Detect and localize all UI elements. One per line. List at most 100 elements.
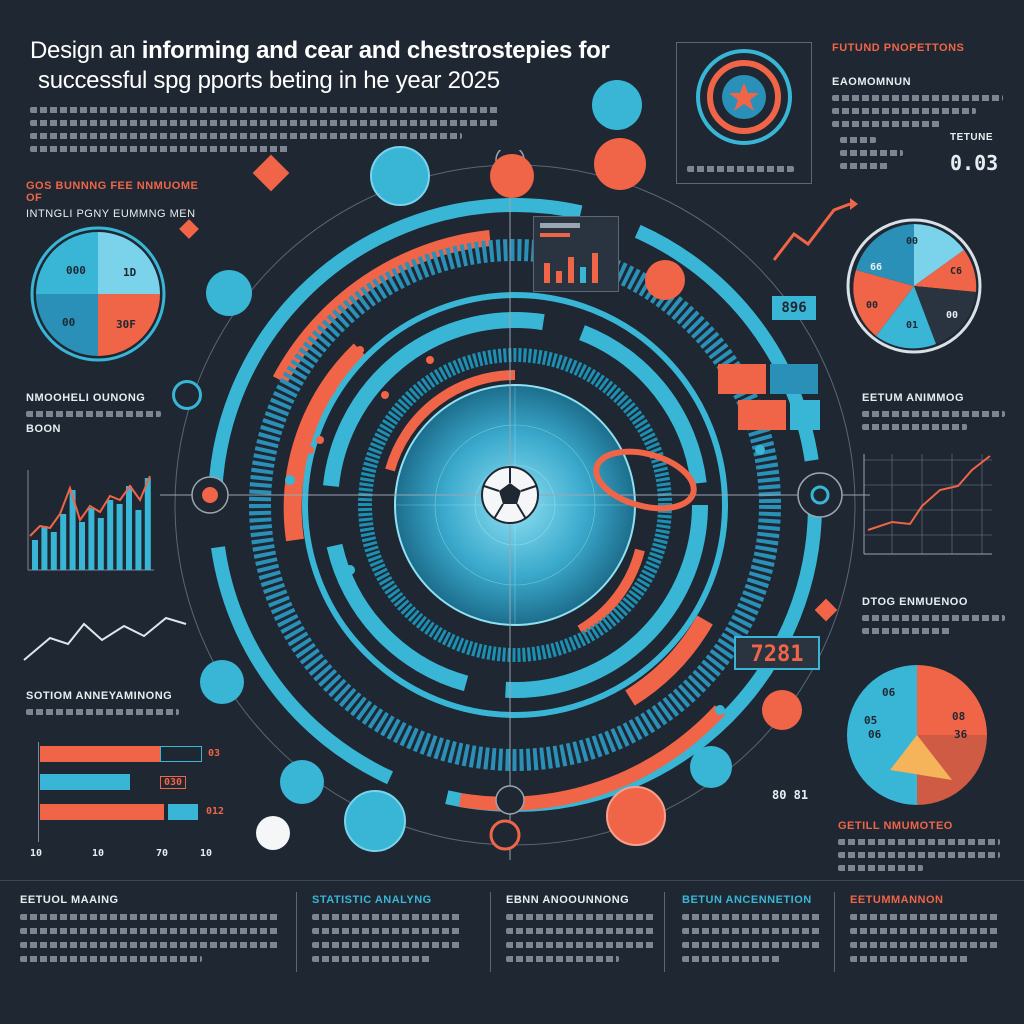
bar bbox=[40, 746, 160, 762]
left-bar-chart: 03 030 012 bbox=[30, 742, 240, 842]
pie-right-bottom-label: 06 bbox=[882, 686, 896, 699]
medal-icon bbox=[762, 690, 802, 730]
histogram-bar bbox=[88, 508, 95, 570]
bar bbox=[40, 774, 130, 790]
pie-left-label: 000 bbox=[66, 264, 86, 277]
histogram-bar bbox=[97, 518, 104, 570]
left-section-heading-2: Sotiom anneyaminong bbox=[26, 690, 173, 702]
title-line1-b: informing and cear and chestrostepies fo… bbox=[141, 37, 610, 64]
histogram-bar bbox=[135, 510, 142, 570]
pie-right-bottom-label: 36 bbox=[954, 728, 968, 741]
footer-col-1-heading: Eetuol maaing bbox=[20, 894, 119, 906]
globe-orange-icon bbox=[606, 786, 666, 846]
right-section-3: Getill nmumoteo bbox=[838, 820, 1008, 871]
pie-right-top-label: 01 bbox=[906, 320, 918, 331]
right-panel-heading: Futund pnopettons bbox=[832, 42, 965, 54]
pie-right-bottom-label: 05 bbox=[864, 714, 877, 727]
right-section-heading-3: Getill nmumoteo bbox=[838, 820, 953, 832]
footer-separator bbox=[834, 892, 835, 972]
footer-divider bbox=[0, 880, 1024, 881]
value-box-1: 896 bbox=[772, 296, 816, 320]
histogram-bar bbox=[50, 532, 57, 570]
footer-col-5-heading: Eetummannon bbox=[850, 894, 944, 906]
trophy-icon bbox=[592, 80, 642, 130]
pie-right-top-label: 00 bbox=[946, 310, 958, 321]
team-icon bbox=[344, 790, 406, 852]
helmet-icon bbox=[200, 660, 244, 704]
athlete-icon bbox=[594, 138, 646, 190]
axis-tick: 10 bbox=[200, 848, 213, 859]
central-radial-graphic bbox=[160, 150, 870, 860]
bar bbox=[40, 804, 164, 820]
soccer-ball-icon bbox=[256, 816, 290, 850]
pie-right-top-label: 66 bbox=[870, 262, 882, 273]
footer-col-2-heading: Statistic analyng bbox=[312, 894, 432, 906]
right-metric: Tetune 0.03 bbox=[950, 132, 1010, 175]
axis-tick: 70 bbox=[156, 848, 169, 859]
person-icon bbox=[690, 746, 732, 788]
basketball-icon bbox=[645, 260, 685, 300]
footer-col-3-heading: Ebnn anoounnong bbox=[506, 894, 630, 906]
right-section-2: Dtog enmuenoo bbox=[862, 596, 1012, 634]
pie-right-bottom-label: 08 bbox=[952, 710, 965, 723]
right-panel-subheading: Eaomomnun bbox=[832, 76, 912, 88]
left-section-sub-1: Boon bbox=[26, 423, 61, 435]
pie-right-top-label: 00 bbox=[866, 300, 878, 311]
trend-arrow bbox=[772, 198, 858, 261]
right-panel: Futund pnopettons Eaomomnun bbox=[832, 42, 1012, 127]
left-section-heading-1: Nmooheli ounong bbox=[26, 392, 146, 404]
histogram-bar bbox=[126, 486, 132, 570]
pie-chart-right-bottom: 06 05 08 06 36 bbox=[847, 665, 987, 805]
target-graphic bbox=[696, 49, 792, 145]
bar-value: 012 bbox=[206, 806, 225, 817]
footer-col-1: Eetuol maaing bbox=[20, 894, 280, 962]
axis-tick: 10 bbox=[30, 848, 43, 859]
footer-col-2: Statistic analyng bbox=[312, 894, 462, 962]
left-panel: Gos bunnng fee nnmuome of Intngli pgny e… bbox=[26, 180, 206, 220]
bar-value: 03 bbox=[208, 748, 221, 759]
target-icon bbox=[172, 380, 202, 410]
value-box-2: 7281 bbox=[734, 636, 820, 670]
pie-left-label: 00 bbox=[62, 316, 75, 329]
histogram-bar bbox=[107, 500, 114, 570]
left-section-1: Nmooheli ounong Boon bbox=[26, 392, 176, 435]
right-list bbox=[840, 130, 930, 169]
left-histogram bbox=[27, 470, 154, 571]
target-panel bbox=[676, 42, 812, 184]
pie-left-label: 30F bbox=[116, 318, 136, 331]
left-panel-subheading: Intngli pgny eummng men bbox=[26, 208, 196, 220]
footer-col-4: Betun ancennetion bbox=[682, 894, 822, 962]
histogram-bar bbox=[79, 522, 85, 570]
right-metric-label: Tetune bbox=[950, 132, 993, 143]
ticket-cards bbox=[718, 364, 820, 444]
right-section-heading-2: Dtog enmuenoo bbox=[862, 596, 968, 608]
mini-dashboard bbox=[533, 216, 619, 292]
histogram-bar bbox=[60, 514, 67, 570]
player-icon bbox=[490, 154, 534, 198]
page-title: Design an informing and cear and chestro… bbox=[30, 36, 650, 96]
title-line2: successful spg pports beting in he year … bbox=[38, 67, 500, 94]
pie-right-top-label: C6 bbox=[950, 266, 962, 277]
histogram-bar bbox=[116, 504, 123, 570]
histogram-bar bbox=[41, 526, 48, 570]
footer-separator bbox=[296, 892, 297, 972]
footer-col-5: Eetummannon bbox=[850, 894, 1000, 962]
left-panel-heading: Gos bunnng fee nnmuome of bbox=[26, 180, 199, 204]
pie-chart-left: 000 1D 00 30F bbox=[30, 226, 166, 362]
footer-separator bbox=[490, 892, 491, 972]
pie-chart-right-top: 00 C6 00 01 00 66 bbox=[846, 218, 982, 354]
side-value: 80 81 bbox=[772, 788, 809, 802]
histogram-bar bbox=[32, 540, 38, 570]
axis-tick: 10 bbox=[92, 848, 105, 859]
pie-right-bottom-label: 06 bbox=[868, 728, 882, 741]
right-line-chart bbox=[863, 454, 992, 555]
histogram-bar bbox=[69, 490, 76, 570]
footer-col-4-heading: Betun ancennetion bbox=[682, 894, 812, 906]
right-section-heading-1: Eetum animmog bbox=[862, 392, 965, 404]
ball-icon bbox=[280, 760, 324, 804]
bar-value: 030 bbox=[160, 776, 187, 789]
right-metric-value: 0.03 bbox=[950, 151, 999, 175]
footer-separator bbox=[664, 892, 665, 972]
footer-col-3: Ebnn anoounnong bbox=[506, 894, 656, 962]
title-line1-a: Design an bbox=[30, 37, 136, 64]
